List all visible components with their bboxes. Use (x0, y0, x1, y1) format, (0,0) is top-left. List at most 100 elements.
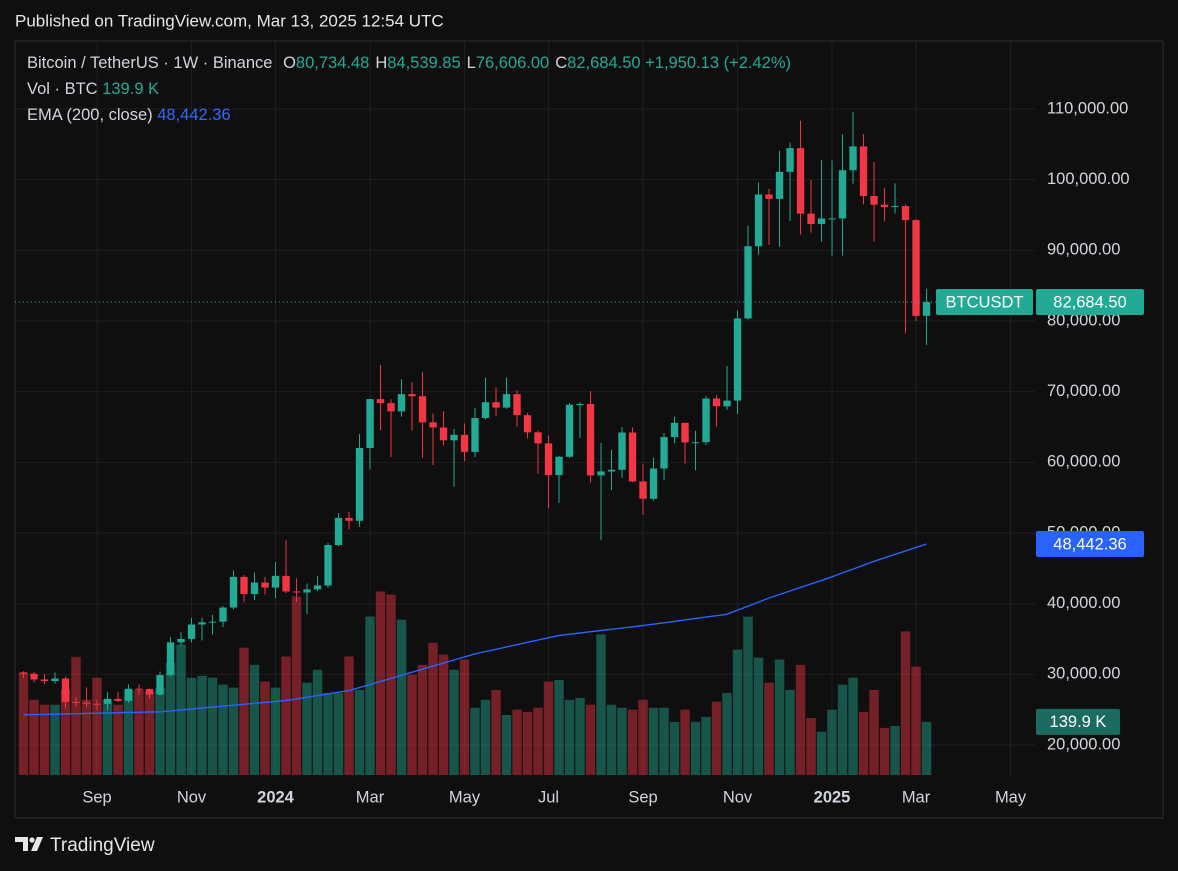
ema-name: EMA (200, close) (27, 106, 153, 124)
volume-bar (386, 594, 396, 775)
candle-body (828, 218, 836, 220)
candle-body (219, 607, 227, 622)
y-tick-label: 100,000.00 (1047, 170, 1130, 188)
volume-bar (155, 687, 165, 775)
volume-bar (60, 689, 71, 775)
volume-bar (113, 704, 123, 775)
candle-body (786, 148, 794, 172)
candle-wick (54, 672, 56, 684)
candle-body (754, 194, 763, 247)
candle-body (555, 456, 563, 476)
volume-bar (900, 631, 911, 775)
volume-bar (312, 669, 323, 775)
volume-bar (806, 718, 816, 775)
candle-body (765, 194, 773, 199)
candle-body (460, 434, 469, 452)
volume-bar (575, 697, 585, 775)
candle-body (261, 582, 269, 588)
candle-body (513, 394, 521, 416)
x-tick-label: Mar (356, 788, 385, 806)
volume-bar (617, 707, 627, 775)
volume-bar (890, 725, 900, 775)
candle-body (565, 404, 574, 457)
candle-body (366, 399, 374, 449)
candle-body (807, 213, 815, 225)
candle-wick (506, 377, 508, 409)
candle-body (334, 517, 343, 546)
candle-body (429, 422, 437, 428)
candle-body (880, 204, 889, 208)
volume-bar (134, 689, 144, 775)
candle-wick (558, 455, 560, 503)
candle-body (649, 468, 658, 499)
volume-bar (554, 680, 564, 775)
x-tick-label: Nov (177, 788, 207, 806)
volume-bar (764, 682, 774, 775)
ohlc-legend: O80,734.48 H84,539.85 L76,606.00 C82,684.50 (277, 54, 641, 72)
y-tick-label: 80,000.00 (1047, 311, 1120, 329)
volume-bar (512, 709, 522, 775)
candle-wick (579, 402, 581, 438)
volume-bar (302, 682, 312, 775)
volume-bar (123, 689, 134, 775)
candle-body (198, 622, 206, 625)
candle-body (376, 399, 385, 404)
candle-body (103, 698, 112, 704)
volume-bar (260, 681, 270, 775)
ohlc-value: 84,539.85 (387, 54, 461, 72)
candle-wick (201, 617, 203, 641)
ohlc-value: 80,734.48 (295, 54, 370, 72)
volume-bar (585, 704, 596, 775)
volume-bar (837, 684, 848, 775)
candle-wick (117, 692, 119, 703)
candle-wick (684, 422, 686, 464)
volume-bar (375, 591, 386, 775)
volume-bar (407, 674, 417, 775)
candle-body (240, 576, 248, 595)
y-tick-label: 60,000.00 (1047, 453, 1120, 471)
x-tick-label: Nov (723, 788, 753, 806)
volume-bar (396, 619, 407, 775)
candle-wick (821, 160, 823, 242)
volume-bar (480, 699, 491, 775)
candle-body (40, 679, 49, 682)
volume-bar (417, 664, 428, 775)
volume-bar (711, 701, 722, 775)
ohlc-value: 76,606.00 (475, 54, 550, 72)
candle-body (481, 402, 490, 419)
volume-name: Vol · BTC (27, 80, 98, 98)
volume-bar (659, 707, 669, 775)
candle-body (912, 220, 920, 316)
volume-bar (39, 704, 50, 775)
volume-bar (239, 647, 249, 775)
volume-bar (680, 709, 690, 775)
volume-bar (71, 656, 81, 775)
candle-body (156, 675, 164, 695)
volume-bar (186, 677, 197, 775)
volume-bar (92, 677, 102, 775)
candle-wick (432, 413, 434, 466)
candle-body (492, 402, 500, 408)
candle-body (51, 678, 59, 682)
candle-body (586, 404, 595, 476)
volume-bar (816, 731, 827, 775)
volume-bar (228, 687, 239, 775)
x-tick-label: Sep (628, 788, 657, 806)
candle-body (93, 703, 101, 705)
ema-line (23, 543, 927, 716)
volume-bar (207, 677, 218, 775)
candle-body (628, 432, 637, 482)
candle-body (607, 469, 616, 472)
volume-bar (848, 677, 858, 775)
candle-body (208, 621, 217, 623)
candle-body (576, 404, 584, 406)
volume-bar (522, 711, 533, 775)
volume-bar (501, 714, 512, 775)
candle-wick (453, 428, 455, 487)
brand-name: TradingView (50, 835, 155, 856)
x-tick-label: May (995, 788, 1027, 806)
volume-bar (365, 616, 375, 775)
candle-body (712, 398, 721, 407)
candle-wick (96, 699, 98, 711)
ohlc-key: L (466, 54, 476, 72)
